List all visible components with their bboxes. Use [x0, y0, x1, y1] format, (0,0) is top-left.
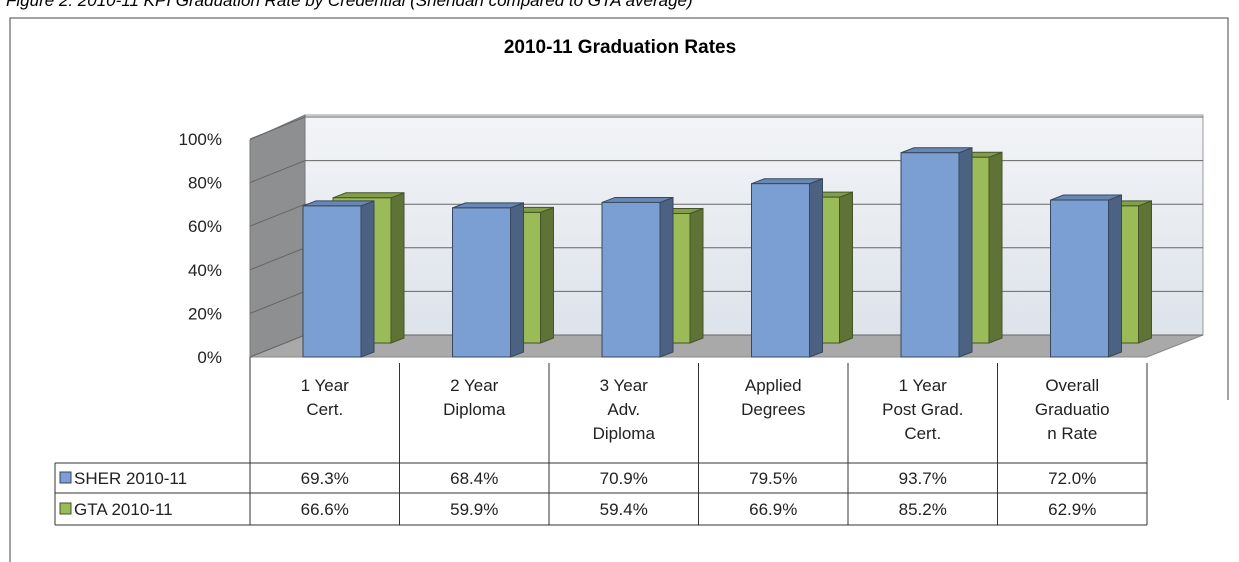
bar-front	[1050, 199, 1109, 358]
bar-side	[659, 196, 674, 358]
bar	[452, 202, 524, 358]
y-tick-label: 60%	[188, 217, 222, 236]
value-label: 79.5%	[749, 469, 797, 488]
bar-side	[839, 191, 853, 344]
y-tick-label: 20%	[188, 304, 222, 323]
bar	[601, 196, 674, 358]
bar-front	[601, 201, 661, 358]
bar-side	[390, 192, 405, 344]
value-label: 66.9%	[749, 500, 797, 519]
side-wall	[249, 114, 306, 358]
bar-side	[510, 202, 524, 358]
bar-top	[1050, 194, 1122, 201]
value-label: 69.3%	[301, 469, 349, 488]
x-tick-label: Diploma	[443, 400, 506, 419]
bar-side	[360, 200, 375, 358]
caption: Figure 2: 2010-11 KPI Graduation Rate by…	[6, 0, 693, 10]
x-tick-label: Adv.	[607, 400, 640, 419]
bar-front	[452, 207, 511, 358]
y-tick-label: 40%	[188, 261, 222, 280]
x-tick-label: Post Grad.	[882, 400, 963, 419]
value-label: 59.4%	[600, 500, 648, 519]
chart-title: 2010-11 Graduation Rates	[504, 37, 736, 58]
x-tick-label: 1 Year	[301, 376, 350, 395]
value-label: 72.0%	[1048, 469, 1096, 488]
x-tick-label: Graduatio	[1035, 400, 1110, 419]
y-tick-label: 100%	[179, 130, 222, 149]
legend-label: GTA 2010-11	[74, 500, 173, 519]
bar-side	[958, 147, 973, 358]
bar-side	[540, 206, 554, 344]
x-tick-label: Diploma	[593, 424, 656, 443]
bar-top	[900, 147, 973, 154]
bar	[900, 147, 973, 358]
bar-top	[332, 192, 405, 199]
value-label: 93.7%	[899, 469, 947, 488]
x-tick-label: Degrees	[741, 400, 805, 419]
x-tick-label: Overall	[1045, 376, 1099, 395]
legend-key	[59, 502, 72, 515]
y-tick-label: 0%	[197, 348, 222, 367]
bar-top	[751, 178, 823, 185]
frame	[9, 17, 1229, 562]
bar-top	[452, 202, 524, 209]
bar-side	[809, 177, 823, 358]
x-tick-label: 3 Year	[600, 376, 649, 395]
value-label: 59.9%	[450, 500, 498, 519]
x-tick-label: Cert.	[904, 424, 941, 443]
bar-side	[988, 151, 1003, 344]
x-tick-label: 2 Year	[450, 376, 499, 395]
bar	[751, 177, 823, 358]
x-tick-label: Applied	[745, 376, 802, 395]
value-label: 68.4%	[450, 469, 498, 488]
bar	[1050, 194, 1122, 358]
x-tick-label: Cert.	[306, 400, 343, 419]
bar-front	[302, 205, 362, 358]
bar-front	[751, 183, 810, 358]
grid-line	[249, 116, 1203, 140]
bar-top	[601, 196, 674, 203]
x-tick-label: n Rate	[1047, 424, 1097, 443]
bar-side	[1108, 194, 1122, 358]
bar-top	[302, 200, 375, 207]
value-label: 62.9%	[1048, 500, 1096, 519]
value-label: 66.6%	[301, 500, 349, 519]
y-tick-label: 80%	[188, 174, 222, 193]
bar-side	[1138, 200, 1152, 344]
value-label: 70.9%	[600, 469, 648, 488]
x-tick-label: 1 Year	[899, 376, 948, 395]
bar	[302, 200, 375, 358]
bar-front	[900, 152, 960, 358]
legend-key	[59, 471, 72, 484]
value-label: 85.2%	[899, 500, 947, 519]
bar-side	[689, 207, 704, 344]
legend-label: SHER 2010-11	[74, 469, 187, 488]
